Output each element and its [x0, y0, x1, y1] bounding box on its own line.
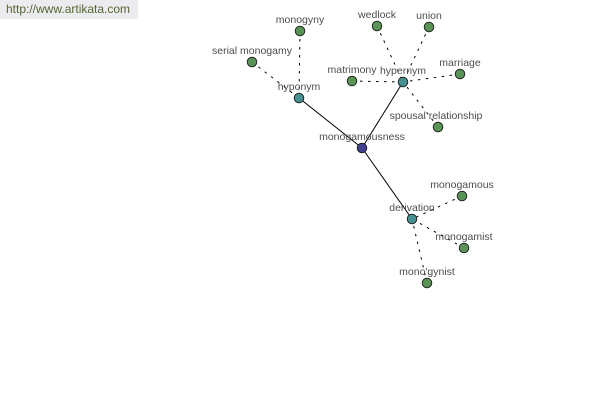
svg-text:serial monogamy: serial monogamy [212, 45, 293, 57]
svg-text:union: union [416, 10, 442, 22]
svg-text:mono'gynist: mono'gynist [399, 266, 455, 278]
svg-text:wedlock: wedlock [357, 9, 397, 21]
svg-text:derivation: derivation [389, 202, 435, 214]
svg-text:monogyny: monogyny [276, 14, 325, 26]
svg-text:matrimony: matrimony [327, 64, 377, 76]
svg-text:spousal relationship: spousal relationship [390, 110, 483, 122]
svg-text:marriage: marriage [439, 57, 481, 69]
svg-text:monogamous: monogamous [430, 179, 494, 191]
svg-text:hypernym: hypernym [380, 65, 426, 77]
svg-text:monogamist: monogamist [435, 231, 492, 243]
svg-text:hyponym: hyponym [278, 81, 321, 93]
svg-text:monogamousness: monogamousness [319, 131, 405, 143]
